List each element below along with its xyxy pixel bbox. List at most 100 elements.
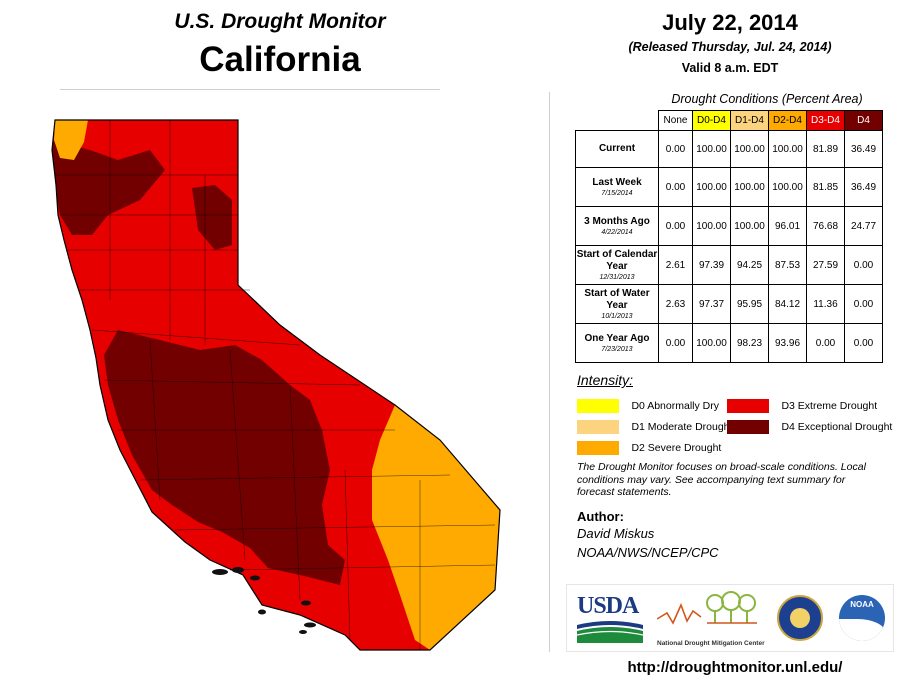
noaa-logo-text: NOAA bbox=[850, 600, 874, 609]
release-date: (Released Thursday, Jul. 24, 2014) bbox=[628, 40, 832, 54]
row-label: Last Week 7/15/2014 bbox=[575, 167, 659, 207]
legend-item-d1: D1 Moderate Drought bbox=[577, 418, 732, 436]
map-date: July 22, 2014 bbox=[662, 10, 798, 35]
table-cell: 100.00 bbox=[730, 167, 769, 207]
legend-swatch-d0 bbox=[577, 398, 619, 413]
author-name: David Miskus bbox=[577, 526, 655, 541]
map-title: U.S. Drought Monitor bbox=[174, 10, 386, 33]
table-cell: 0.00 bbox=[844, 245, 883, 285]
legend-label-d0: D0 Abnormally Dry bbox=[631, 399, 719, 412]
table-cell: 97.39 bbox=[692, 245, 731, 285]
col-d3-d4: D3-D4 bbox=[806, 110, 845, 131]
d4-northeast bbox=[192, 185, 232, 250]
row-label-date: 10/1/2013 bbox=[601, 312, 633, 320]
author-heading: Author: bbox=[577, 509, 624, 524]
row-label-date: 7/23/2013 bbox=[601, 345, 633, 353]
table-row: Last Week 7/15/2014 0.00 100.00 100.00 100.00… bbox=[575, 167, 883, 207]
table-row: Start of Water Year 10/1/2013 2.63 97.37 95.… bbox=[575, 284, 883, 324]
table-cell: 100.00 bbox=[768, 130, 807, 168]
col-d4: D4 bbox=[844, 110, 883, 131]
row-label-date: 7/15/2014 bbox=[601, 189, 633, 197]
legend-label-d3: D3 Extreme Drought bbox=[781, 399, 878, 412]
table-cell: 100.00 bbox=[692, 130, 731, 168]
usda-hills-icon bbox=[576, 621, 644, 643]
table-cell: 24.77 bbox=[844, 206, 883, 246]
legend-label-d1: D1 Moderate Drought bbox=[631, 420, 733, 433]
commerce-seal-icon bbox=[777, 595, 823, 641]
table-cell: 93.96 bbox=[768, 323, 807, 363]
row-label: 3 Months Ago 4/22/2014 bbox=[575, 206, 659, 246]
row-label-text: Last Week bbox=[592, 176, 642, 188]
partner-logos: USDA National Drought Mitigation Center … bbox=[566, 584, 894, 652]
table-cell: 36.49 bbox=[844, 130, 883, 168]
author-org: NOAA/NWS/NCEP/CPC bbox=[577, 545, 719, 560]
table-row: One Year Ago 7/23/2013 0.00 100.00 98.23 93.9… bbox=[575, 323, 883, 363]
state-title: California bbox=[199, 40, 361, 79]
table-cell: 96.01 bbox=[768, 206, 807, 246]
disclaimer-note: The Drought Monitor focuses on broad-sca… bbox=[577, 461, 866, 498]
row-label-text: Current bbox=[598, 143, 636, 154]
table-cell: 100.00 bbox=[692, 323, 731, 363]
d4-north-coast bbox=[52, 140, 165, 235]
legend-label-d4: D4 Exceptional Drought bbox=[781, 420, 893, 433]
table-cell: 27.59 bbox=[806, 245, 845, 285]
legend-label-d2: D2 Severe Drought bbox=[631, 441, 722, 454]
legend-swatch-d4 bbox=[727, 419, 769, 434]
table-cell: 100.00 bbox=[692, 206, 731, 246]
state-outline bbox=[51, 119, 501, 651]
california-drought-map bbox=[51, 119, 501, 651]
usda-logo-text: USDA bbox=[577, 593, 639, 619]
table-row: Current 0.00 100.00 100.00 100.00 81.89 36.49 bbox=[575, 130, 883, 168]
table-cell: 0.00 bbox=[658, 323, 693, 363]
table-cell: 81.85 bbox=[806, 167, 845, 207]
table-cell: 11.36 bbox=[806, 284, 845, 324]
table-cell: 100.00 bbox=[768, 167, 807, 207]
noaa-logo: NOAA bbox=[839, 595, 885, 641]
table-cell: 0.00 bbox=[844, 323, 883, 363]
table-row: Start of Calendar Year 12/31/2013 2.61 97.3… bbox=[575, 245, 883, 285]
col-d2-d4: D2-D4 bbox=[768, 110, 807, 131]
table-cell: 36.49 bbox=[844, 167, 883, 207]
table-corner bbox=[576, 111, 659, 131]
row-label-date: 4/22/2014 bbox=[601, 228, 633, 236]
usda-logo: USDA bbox=[576, 593, 644, 645]
channel-islands bbox=[212, 567, 316, 634]
table-cell: 98.23 bbox=[730, 323, 769, 363]
table-cell: 2.63 bbox=[658, 284, 693, 324]
table-cell: 100.00 bbox=[692, 167, 731, 207]
row-label: Current bbox=[575, 130, 659, 168]
website-url[interactable]: http://droughtmonitor.unl.edu/ bbox=[627, 659, 843, 676]
col-d0-d4: D0-D4 bbox=[692, 110, 731, 131]
drought-conditions-table: None D0-D4 D1-D4 D2-D4 D3-D4 D4 Current 0… bbox=[575, 110, 883, 363]
ndmc-logo: National Drought Mitigation Center bbox=[656, 591, 765, 647]
legend-item-d4: D4 Exceptional Drought bbox=[727, 418, 892, 436]
legend-item-d2: D2 Severe Drought bbox=[577, 439, 721, 457]
table-cell: 0.00 bbox=[658, 206, 693, 246]
table-cell: 76.68 bbox=[806, 206, 845, 246]
row-label: One Year Ago 7/23/2013 bbox=[575, 323, 659, 363]
col-none: None bbox=[658, 110, 693, 131]
ndmc-tree-icon bbox=[656, 591, 757, 625]
legend-swatch-d1 bbox=[577, 419, 619, 434]
table-cell: 95.95 bbox=[730, 284, 769, 324]
table-row: 3 Months Ago 4/22/2014 0.00 100.00 100.00 96.… bbox=[575, 206, 883, 246]
table-cell: 0.00 bbox=[658, 130, 693, 168]
table-cell: 0.00 bbox=[658, 167, 693, 207]
county-boundaries bbox=[55, 120, 496, 650]
row-label-date: 12/31/2013 bbox=[599, 273, 635, 281]
table-cell: 100.00 bbox=[730, 206, 769, 246]
valid-time: Valid 8 a.m. EDT bbox=[681, 61, 779, 75]
d2-southeast bbox=[372, 405, 500, 650]
ndmc-logo-text: National Drought Mitigation Center bbox=[657, 640, 765, 647]
col-d1-d4: D1-D4 bbox=[730, 110, 769, 131]
table-cell: 0.00 bbox=[844, 284, 883, 324]
row-label-text: 3 Months Ago bbox=[584, 215, 650, 227]
legend-title: Intensity: bbox=[577, 372, 634, 388]
legend-item-d0: D0 Abnormally Dry bbox=[577, 397, 719, 415]
row-label: Start of Water Year 10/1/2013 bbox=[575, 284, 659, 324]
legend-item-d3: D3 Extreme Drought bbox=[727, 397, 877, 415]
legend-swatch-d2 bbox=[577, 440, 619, 455]
table-caption: Drought Conditions (Percent Area) bbox=[671, 92, 863, 106]
row-label-text: Start of Calendar Year bbox=[576, 248, 658, 272]
table-cell: 0.00 bbox=[806, 323, 845, 363]
